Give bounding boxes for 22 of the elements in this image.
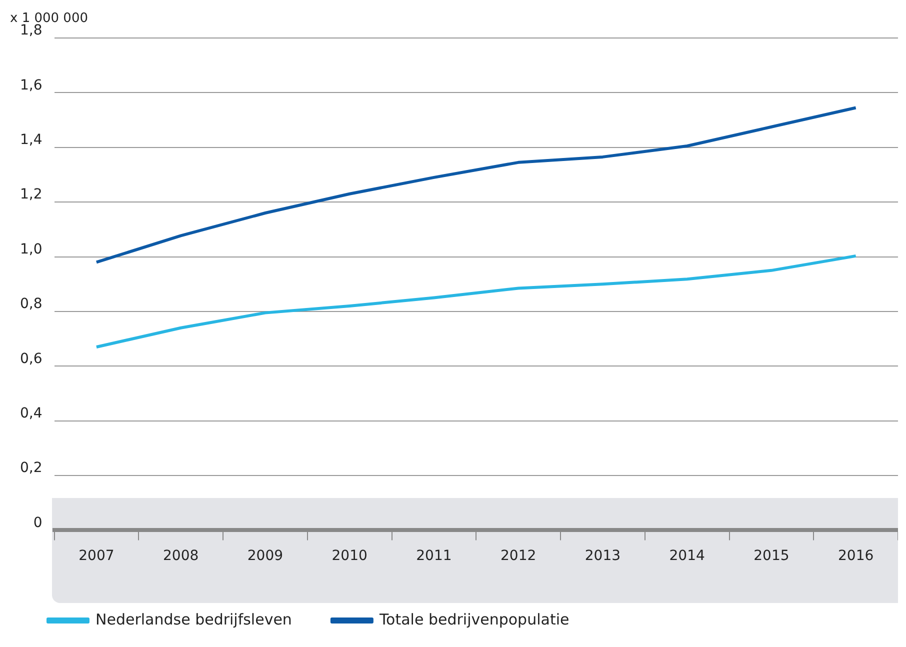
x-tick-label: 2015 — [754, 548, 790, 564]
y-tick-label: 0,8 — [20, 296, 42, 312]
x-tick-label: 2012 — [500, 548, 536, 564]
y-tick-label: 1,0 — [20, 241, 42, 258]
x-tick-label: 2007 — [78, 548, 114, 564]
x-tick-label: 2016 — [838, 548, 874, 564]
y-tick-label: 1,8 — [20, 22, 42, 39]
y-tick-label: 1,4 — [20, 132, 42, 148]
legend-label: Totale bedrijvenpopulatie — [378, 610, 570, 628]
y-tick-label: 1,6 — [20, 77, 42, 94]
y-tick-label: 0,6 — [20, 350, 42, 367]
legend-label: Nederlandse bedrijfsleven — [96, 610, 292, 628]
y-tick-label: 0,2 — [20, 460, 42, 476]
x-tick-label: 2008 — [163, 548, 199, 564]
x-tick-label: 2009 — [247, 548, 284, 564]
x-tick-label: 2014 — [669, 548, 705, 564]
y-tick-label: 0,4 — [20, 405, 42, 422]
x-tick-label: 2010 — [332, 548, 368, 564]
y-tick-label: 1,2 — [20, 186, 42, 203]
y-tick-label: 0 — [33, 514, 42, 531]
x-tick-label: 2013 — [584, 548, 621, 564]
x-tick-label: 2011 — [416, 548, 452, 564]
